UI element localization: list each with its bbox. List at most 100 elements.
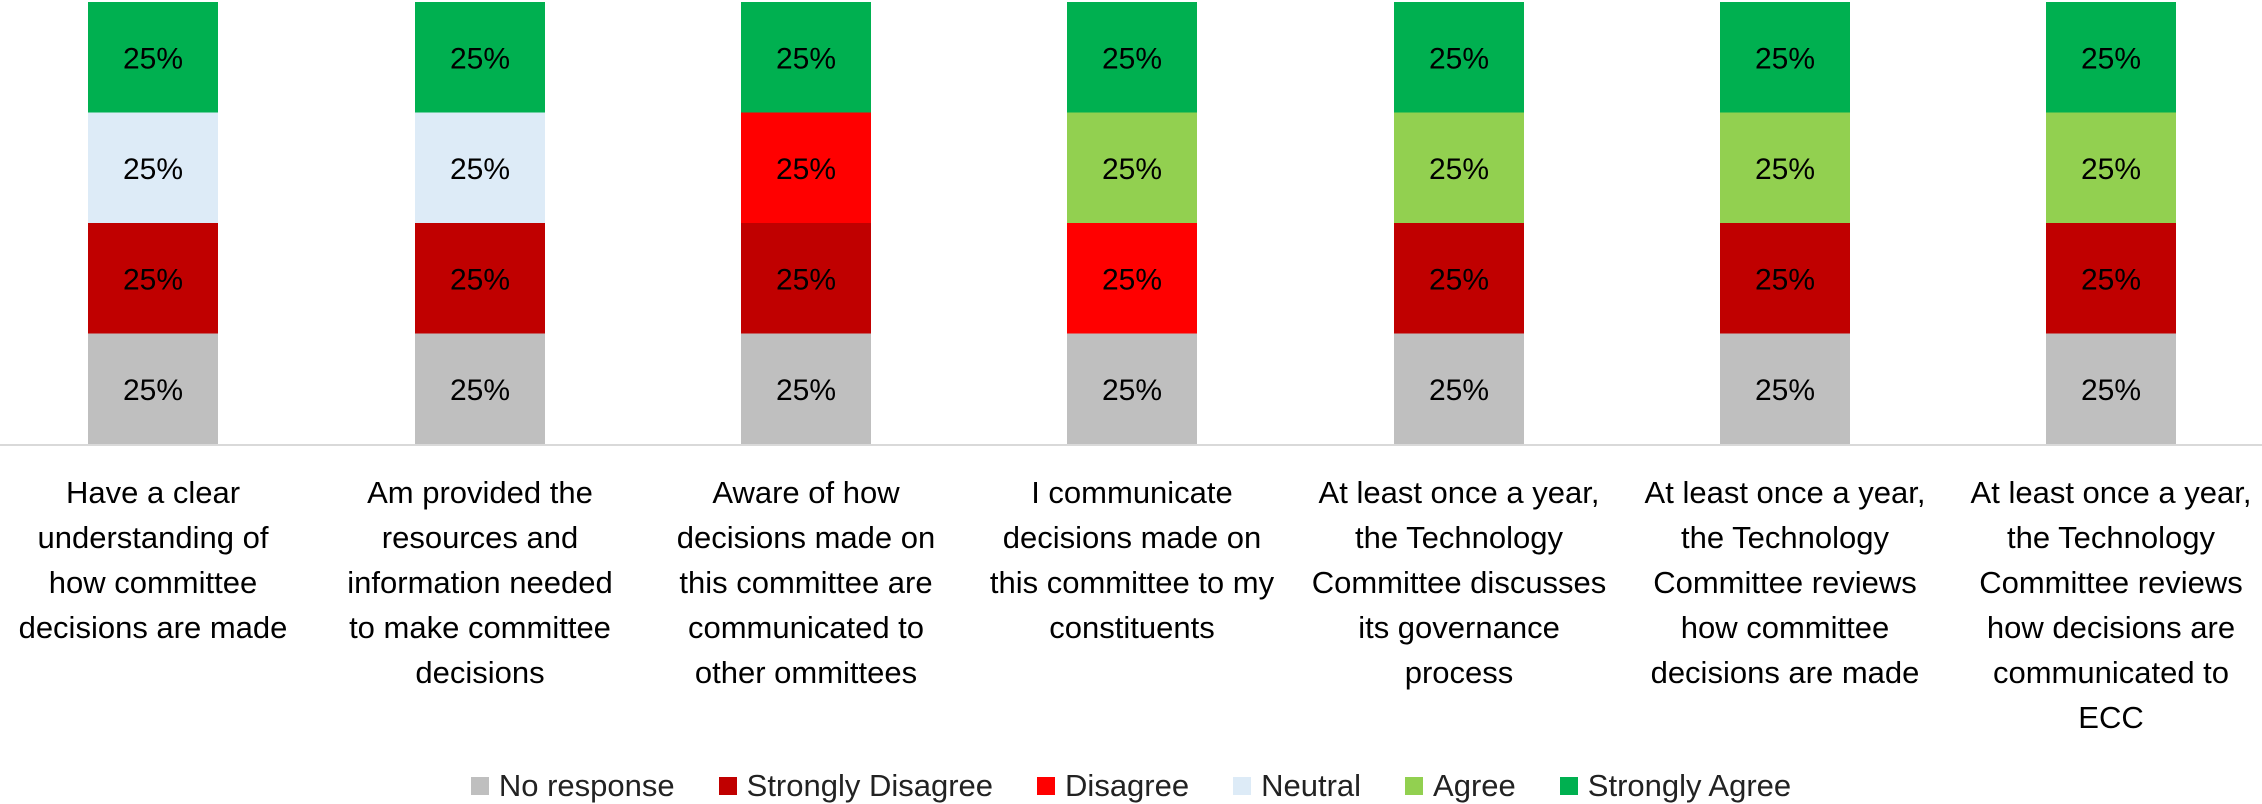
legend-label: Disagree (1065, 768, 1190, 803)
legend-item: Agree (1405, 768, 1516, 804)
x-tick-label-line: decisions are made (19, 610, 288, 645)
x-tick-label-line: resources and (382, 520, 578, 555)
legend-swatch (1405, 777, 1424, 795)
x-tick-label-line: how committee (1681, 610, 1889, 645)
x-tick-label-line: At least once a year, (1645, 475, 1926, 510)
legend-swatch (1559, 777, 1578, 795)
legend-item: Strongly Agree (1559, 768, 1792, 804)
data-label: 25% (1429, 42, 1489, 75)
x-tick-label-line: decisions (415, 655, 544, 690)
x-tick-label-line: decisions are made (1651, 655, 1920, 690)
bar-segment (1720, 333, 1850, 444)
bar-segment (1720, 2, 1850, 113)
bar-segment (415, 2, 545, 113)
data-label: 25% (1102, 374, 1162, 407)
bar-segment (88, 2, 218, 113)
x-tick-label-line: process (1405, 655, 1514, 690)
legend-label: Strongly Disagree (746, 768, 994, 803)
x-tick-label-line: understanding of (38, 520, 269, 555)
bar-segment (1394, 112, 1524, 223)
chart-legend: No response Strongly Disagree Disagree Neut… (0, 768, 2262, 804)
data-label: 25% (1429, 374, 1489, 407)
stacked-bar-chart: 25% 25% 25% 25% 25% 25% 25% 25% 25% 25% 25% 25% 25% 2… (0, 2, 2262, 735)
data-label: 25% (123, 42, 183, 75)
bar-segment (1720, 112, 1850, 223)
x-tick-label: At least once a year, the Technology Commi… (1971, 475, 2252, 735)
bar-segment (1067, 223, 1197, 334)
legend-item: No response (470, 768, 675, 804)
bar-segment (88, 223, 218, 334)
x-tick-label-line: I communicate (1031, 475, 1233, 510)
bar-segment (741, 112, 871, 223)
data-label: 25% (776, 263, 836, 296)
x-tick-label: Aware of how decisions made on this commit… (677, 475, 936, 690)
x-tick-label-line: the Technology (1681, 520, 1889, 555)
x-tick-label-line: decisions made on (1003, 520, 1262, 555)
bar-segment (1067, 112, 1197, 223)
data-label: 25% (776, 374, 836, 407)
x-tick-label-line: Aware of how (712, 475, 900, 510)
data-label: 25% (123, 263, 183, 296)
x-tick-label-line: At least once a year, (1319, 475, 1600, 510)
x-tick-label: At least once a year, the Technology Commi… (1645, 475, 1926, 690)
legend-item: Strongly Disagree (718, 768, 994, 804)
x-tick-label-line: this committee are (679, 565, 932, 600)
x-tick-label-line: At least once a year, (1971, 475, 2252, 510)
x-tick-label-line: ECC (2078, 700, 2143, 735)
bar-segment (741, 223, 871, 334)
bar-segment (2046, 223, 2176, 334)
data-label: 25% (2081, 42, 2141, 75)
data-label: 25% (450, 263, 510, 296)
bar-segment (2046, 2, 2176, 113)
category-labels-layer: Have a clear understanding of how committe… (19, 475, 2252, 735)
data-label: 25% (123, 374, 183, 407)
x-tick-label-line: Am provided the (367, 475, 593, 510)
legend-swatch (1233, 777, 1252, 795)
data-label: 25% (776, 153, 836, 186)
data-label: 25% (123, 153, 183, 186)
x-tick-label-line: Committee discusses (1312, 565, 1607, 600)
data-label: 25% (2081, 263, 2141, 296)
bar-segment (1394, 223, 1524, 334)
x-tick-label-line: communicated to (1993, 655, 2229, 690)
data-label: 25% (1429, 153, 1489, 186)
x-tick-label-line: information needed (347, 565, 612, 600)
x-tick-label-line: decisions made on (677, 520, 936, 555)
legend-swatch (470, 777, 489, 795)
x-tick-label-line: communicated to (688, 610, 924, 645)
x-tick-label: Have a clear understanding of how committe… (19, 475, 288, 645)
data-label: 25% (776, 42, 836, 75)
data-label: 25% (1102, 42, 1162, 75)
x-tick-label-line: this committee to my (990, 565, 1275, 600)
x-tick-label: At least once a year, the Technology Commi… (1312, 475, 1607, 690)
legend-label: Agree (1433, 768, 1516, 803)
x-tick-label-line: the Technology (2007, 520, 2215, 555)
x-tick-label: Am provided the resources and information … (347, 475, 612, 690)
legend-swatch (1037, 777, 1056, 795)
data-label: 25% (450, 374, 510, 407)
x-tick-label-line: how decisions are (1987, 610, 2235, 645)
bar-segment (88, 333, 218, 444)
data-label: 25% (1755, 263, 1815, 296)
bar-segment (1394, 333, 1524, 444)
legend-item: Disagree (1037, 768, 1189, 804)
legend-item: Neutral (1233, 768, 1361, 804)
bar-segment (741, 333, 871, 444)
legend-label: Neutral (1261, 768, 1362, 803)
legend-label: Strongly Agree (1587, 768, 1792, 803)
x-tick-label-line: Committee reviews (1653, 565, 1917, 600)
x-tick-label-line: Have a clear (66, 475, 240, 510)
x-tick-label-line: its governance (1358, 610, 1560, 645)
bars-layer: 25% 25% 25% 25% 25% 25% 25% 25% 25% 25% 25% 25% 25% 2… (0, 2, 2262, 446)
bar-segment (1067, 333, 1197, 444)
bar-segment (415, 333, 545, 444)
bar-segment (741, 2, 871, 113)
data-label: 25% (1755, 42, 1815, 75)
bar-segment (2046, 112, 2176, 223)
bar-segment (1394, 2, 1524, 113)
x-tick-label-line: constituents (1049, 610, 1214, 645)
data-label: 25% (450, 42, 510, 75)
x-tick-label-line: Committee reviews (1979, 565, 2243, 600)
data-label: 25% (1429, 263, 1489, 296)
bar-segment (88, 112, 218, 223)
